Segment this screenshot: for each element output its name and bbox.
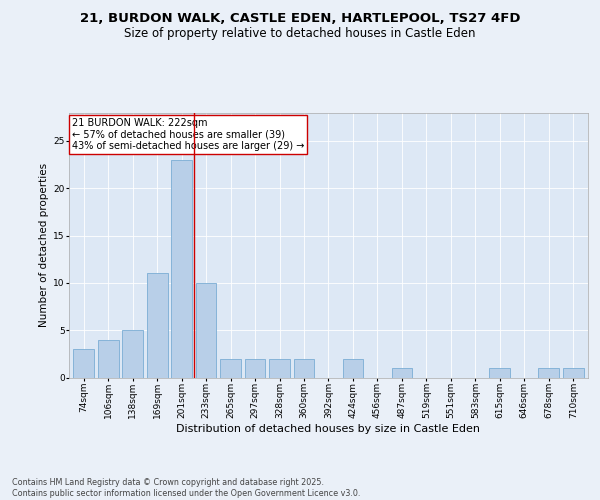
X-axis label: Distribution of detached houses by size in Castle Eden: Distribution of detached houses by size …	[176, 424, 481, 434]
Bar	[538, 368, 559, 378]
Text: 21, BURDON WALK, CASTLE EDEN, HARTLEPOOL, TS27 4FD: 21, BURDON WALK, CASTLE EDEN, HARTLEPOOL…	[80, 12, 520, 26]
Text: Size of property relative to detached houses in Castle Eden: Size of property relative to detached ho…	[124, 28, 476, 40]
Bar	[122, 330, 143, 378]
Bar	[490, 368, 510, 378]
Bar	[220, 358, 241, 378]
Text: Contains HM Land Registry data © Crown copyright and database right 2025.
Contai: Contains HM Land Registry data © Crown c…	[12, 478, 361, 498]
Bar	[343, 358, 364, 378]
Bar	[245, 358, 265, 378]
Text: 21 BURDON WALK: 222sqm
← 57% of detached houses are smaller (39)
43% of semi-det: 21 BURDON WALK: 222sqm ← 57% of detached…	[71, 118, 304, 151]
Bar	[392, 368, 412, 378]
Bar	[73, 349, 94, 378]
Bar	[196, 283, 217, 378]
Y-axis label: Number of detached properties: Number of detached properties	[39, 163, 49, 327]
Bar	[293, 358, 314, 378]
Bar	[98, 340, 119, 378]
Bar	[269, 358, 290, 378]
Bar	[563, 368, 584, 378]
Bar	[171, 160, 192, 378]
Bar	[147, 274, 167, 378]
